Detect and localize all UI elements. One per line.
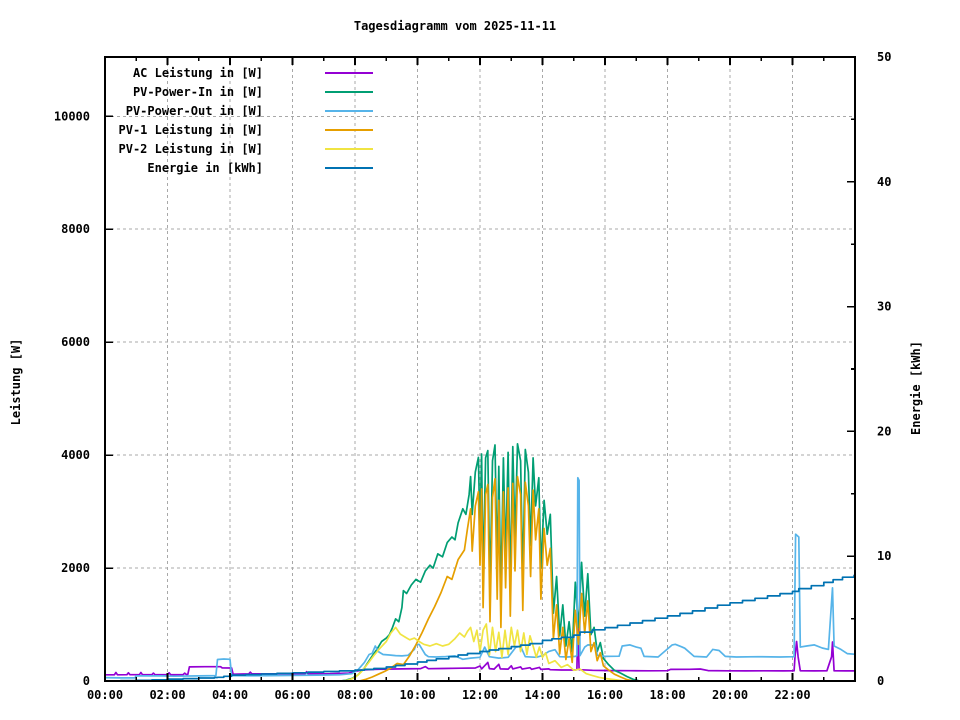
legend-label: PV-Power-Out in [W]: [125, 103, 263, 118]
y-tick-label: 6000: [61, 335, 90, 349]
legend-label: Energie in [kWh]: [147, 160, 263, 175]
x-tick-label: 18:00: [649, 688, 685, 702]
legend-row: PV-Power-In in [W]: [113, 82, 373, 101]
legend-line-sample: [325, 90, 373, 93]
x-tick-label: 10:00: [399, 688, 435, 702]
legend: AC Leistung in [W] PV-Power-In in [W] PV…: [113, 63, 373, 177]
series-line: [105, 623, 855, 676]
y-tick-label: 8000: [61, 222, 90, 236]
y2-tick-label: 50: [877, 50, 891, 64]
x-tick-label: 00:00: [87, 688, 123, 702]
legend-line-sample: [325, 147, 373, 150]
x-tick-label: 20:00: [712, 688, 748, 702]
y2-tick-label: 0: [877, 674, 884, 688]
legend-line-sample: [325, 128, 373, 131]
y-tick-label: 10000: [54, 109, 90, 123]
legend-label: AC Leistung in [W]: [132, 65, 263, 80]
x-tick-label: 12:00: [462, 688, 498, 702]
legend-row: PV-Power-Out in [W]: [113, 101, 373, 120]
legend-line-sample: [325, 109, 373, 112]
legend-label: PV-Power-In in [W]: [132, 84, 263, 99]
legend-row: PV-1 Leistung in [W]: [113, 120, 373, 139]
legend-line-sample: [325, 166, 373, 169]
x-tick-label: 22:00: [774, 688, 810, 702]
series-line: [105, 475, 855, 682]
legend-label: PV-1 Leistung in [W]: [118, 122, 264, 137]
y2-tick-label: 20: [877, 424, 891, 438]
y2-axis-label: Energie [kWh]: [909, 341, 923, 435]
x-tick-label: 04:00: [212, 688, 248, 702]
legend-row: PV-2 Leistung in [W]: [113, 139, 373, 158]
y2-tick-label: 30: [877, 300, 891, 314]
y2-tick-label: 40: [877, 175, 891, 189]
x-tick-label: 02:00: [149, 688, 185, 702]
legend-row: Energie in [kWh]: [113, 158, 373, 177]
legend-line-sample: [325, 71, 373, 74]
x-tick-label: 08:00: [337, 688, 373, 702]
series-line: [105, 574, 855, 682]
chart-title: Tagesdiagramm vom 2025-11-11: [353, 19, 557, 33]
y-tick-label: 4000: [61, 448, 90, 462]
series-line: [104, 476, 855, 679]
y2-tick-label: 10: [877, 549, 891, 563]
legend-row: AC Leistung in [W]: [113, 63, 373, 82]
x-tick-label: 06:00: [274, 688, 310, 702]
x-tick-label: 14:00: [524, 688, 560, 702]
y-axis-label: Leistung [W]: [9, 338, 23, 426]
y-tick-label: 0: [83, 674, 90, 688]
x-tick-label: 16:00: [587, 688, 623, 702]
series-line: [105, 623, 855, 682]
y-tick-label: 2000: [61, 561, 90, 575]
legend-label: PV-2 Leistung in [W]: [118, 141, 264, 156]
